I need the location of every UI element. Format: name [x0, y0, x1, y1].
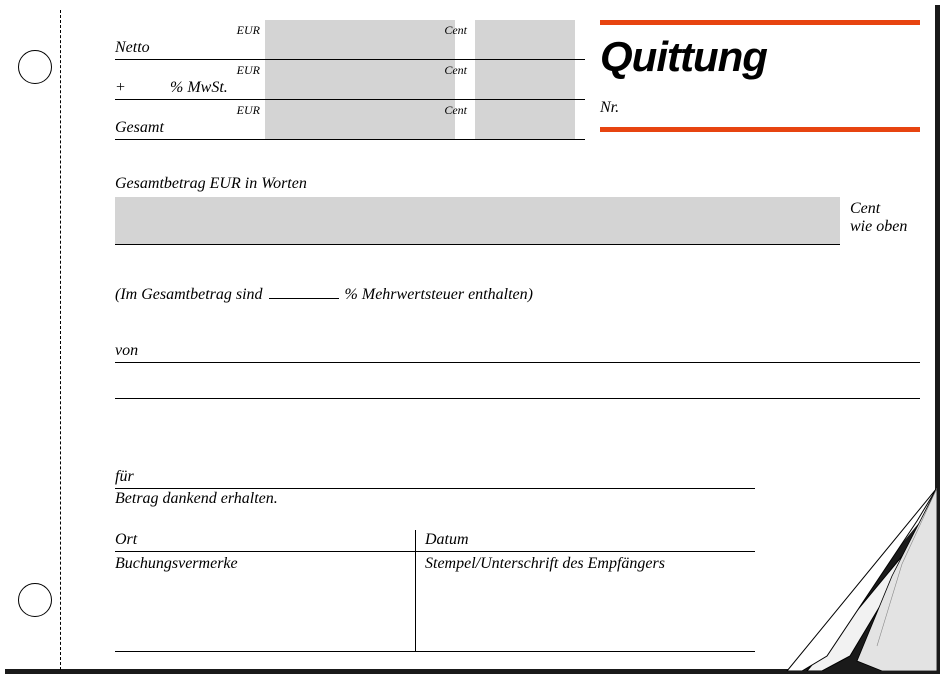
- punch-hole-icon: [18, 583, 52, 617]
- title-block: Quittung Nr.: [600, 20, 920, 132]
- cent-note-1: Cent: [850, 200, 880, 217]
- von-field[interactable]: von: [115, 342, 920, 363]
- von-label: von: [115, 342, 138, 359]
- cent-label: Cent: [444, 63, 467, 78]
- amount-row-gesamt: Gesamt EUR Cent: [115, 100, 585, 140]
- vat-prefix: (Im Gesamtbetrag sind: [115, 286, 263, 303]
- mwst-label: % MwSt.: [170, 79, 228, 97]
- eur-label: EUR: [237, 103, 260, 118]
- vat-percent-input[interactable]: [269, 285, 339, 299]
- ort-datum-row: Ort Datum: [115, 530, 755, 552]
- amount-grid: Netto EUR Cent + % MwSt. EUR Cent Gesamt…: [115, 20, 585, 140]
- vat-note: (Im Gesamtbetrag sind % Mehrwertsteuer e…: [115, 285, 533, 304]
- thanks-text: Betrag dankend erhalten.: [115, 490, 278, 508]
- amount-row-netto: Netto EUR Cent: [115, 20, 585, 60]
- netto-label: Netto: [115, 39, 150, 57]
- ort-label: Ort: [115, 531, 137, 549]
- number-label: Nr.: [600, 99, 920, 117]
- receipt-form: Netto EUR Cent + % MwSt. EUR Cent Gesamt…: [115, 20, 925, 660]
- fuer-field[interactable]: für: [115, 468, 755, 489]
- cent-label: Cent: [444, 103, 467, 118]
- vat-suffix: % Mehrwertsteuer enthalten): [345, 286, 533, 303]
- accent-bar-bottom: [600, 127, 920, 132]
- eur-label: EUR: [237, 23, 260, 38]
- cent-wieoben-note: Cent wie oben: [850, 200, 907, 237]
- footer-box: Buchungsvermerke Stempel/Unterschrift de…: [115, 552, 755, 652]
- cent-label: Cent: [444, 23, 467, 38]
- stempel-label: Stempel/Unterschrift des Empfängers: [425, 555, 665, 573]
- plus-label: +: [115, 79, 126, 97]
- cent-note-2: wie oben: [850, 218, 907, 235]
- receipt-title: Quittung: [600, 33, 920, 81]
- punch-hole-icon: [18, 50, 52, 84]
- amount-words-input[interactable]: [115, 197, 840, 245]
- datum-label: Datum: [425, 531, 469, 549]
- gesamt-label: Gesamt: [115, 119, 164, 137]
- accent-bar-top: [600, 20, 920, 25]
- footer-divider: [415, 530, 416, 652]
- von-field-line2[interactable]: [115, 396, 920, 399]
- receipt-pad: Netto EUR Cent + % MwSt. EUR Cent Gesamt…: [5, 5, 940, 674]
- fuer-label: für: [115, 468, 134, 485]
- buchungsvermerke-label: Buchungsvermerke: [115, 555, 238, 573]
- amount-row-mwst: + % MwSt. EUR Cent: [115, 60, 585, 100]
- amount-words-label: Gesamtbetrag EUR in Worten: [115, 175, 307, 193]
- eur-label: EUR: [237, 63, 260, 78]
